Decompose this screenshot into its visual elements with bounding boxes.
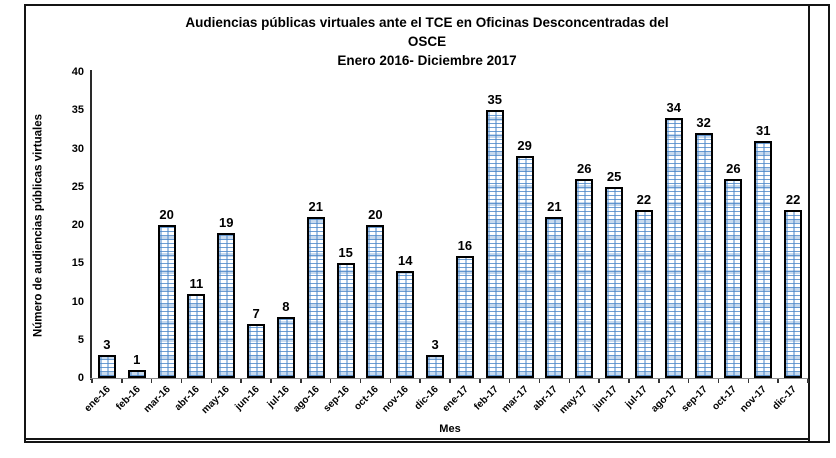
x-axis-tick	[598, 379, 600, 383]
bar-dic-17	[784, 209, 803, 378]
x-axis-tick	[628, 379, 630, 383]
x-axis-tick	[300, 379, 302, 383]
y-tick-label: 30	[71, 142, 84, 155]
bar-jun-17	[605, 186, 624, 378]
bar-ene-17	[455, 255, 474, 378]
bar-value-label: 15	[338, 245, 353, 261]
y-tick-label: 25	[71, 180, 84, 193]
x-axis-tick	[419, 379, 421, 383]
x-axis-tick	[687, 379, 690, 383]
x-axis-tick	[240, 379, 242, 383]
y-tick-label: 40	[71, 66, 84, 78]
x-axis-tick	[479, 379, 481, 383]
bar-may-16	[217, 232, 236, 378]
bar-sep-17	[694, 133, 713, 378]
x-axis-tick	[717, 379, 720, 383]
bar-value-label: 35	[487, 92, 502, 108]
bar-ago-17	[664, 117, 683, 378]
x-axis-tick	[658, 379, 660, 383]
bar-sep-16	[336, 263, 355, 378]
x-axis-tick	[180, 379, 183, 383]
bar-mar-16	[157, 225, 176, 378]
x-axis-tick	[449, 379, 451, 383]
bar-mar-17	[515, 156, 534, 378]
bar-value-label: 1	[133, 352, 141, 368]
y-tick-label: 5	[77, 333, 84, 346]
bar-jul-17	[634, 209, 653, 378]
x-axis-line	[90, 378, 808, 379]
bar-value-label: 16	[457, 237, 473, 253]
bar-may-17	[575, 179, 594, 378]
x-axis-tick	[538, 379, 541, 383]
x-axis-tick	[389, 379, 392, 383]
x-axis-tick	[210, 379, 213, 383]
bar-value-label: 26	[577, 161, 592, 177]
bar-value-label: 8	[282, 298, 290, 314]
bar-ago-16	[306, 217, 325, 378]
x-axis-tick	[91, 379, 93, 383]
x-axis-tick	[777, 379, 779, 383]
bar-abr-17	[545, 217, 564, 378]
bar-abr-16	[187, 293, 206, 378]
bar-value-label: 7	[252, 306, 260, 322]
bar-value-label: 11	[189, 275, 204, 291]
x-axis-tick	[270, 379, 272, 383]
bar-ene-16	[97, 355, 116, 378]
bar-nov-16	[396, 270, 415, 378]
y-tick-label: 15	[71, 257, 84, 270]
bar-feb-17	[485, 110, 504, 378]
bar-value-label: 34	[666, 99, 681, 115]
x-axis-title: Mes	[439, 423, 461, 435]
bar-value-label: 14	[398, 252, 413, 268]
x-axis-tick	[359, 379, 362, 383]
chart-inner-bottom-border	[24, 438, 810, 440]
bar-value-label: 25	[606, 168, 622, 184]
bar-value-label: 22	[785, 191, 801, 207]
bar-value-label: 21	[547, 199, 562, 215]
y-tick-label: 0	[77, 372, 84, 384]
bar-nov-17	[754, 140, 773, 378]
chart-title-line-2: OSCE	[407, 34, 447, 49]
bar-value-label: 26	[726, 161, 741, 177]
bar-value-label: 32	[696, 115, 711, 131]
x-axis-tick	[150, 379, 153, 383]
chart-title-line-1: Audiencias públicas virtuales ante el TC…	[185, 15, 669, 30]
y-tick-label: 35	[71, 104, 84, 117]
bar-value-label: 3	[103, 337, 111, 353]
chart-inner-right-border	[808, 4, 810, 443]
x-axis-tick	[121, 379, 123, 383]
bar-oct-16	[366, 225, 385, 378]
bar-dic-16	[426, 355, 445, 378]
y-tick-label: 20	[71, 219, 84, 231]
bar-jun-16	[247, 324, 266, 378]
chart-title-block: Audiencias públicas virtuales ante el TC…	[40, 13, 814, 70]
bar-value-label: 22	[636, 191, 652, 207]
x-axis-tick	[747, 379, 750, 383]
y-tick-label: 10	[71, 295, 84, 308]
x-axis-tick	[508, 379, 511, 383]
y-axis-line	[90, 70, 92, 380]
chart-subtitle: Enero 2016- Diciembre 2017	[337, 53, 517, 68]
bar-value-label: 19	[219, 214, 234, 230]
x-axis-tick	[807, 379, 809, 383]
x-axis-tick	[568, 379, 571, 383]
bar-jul-16	[276, 316, 295, 378]
bar-oct-17	[724, 179, 743, 378]
bar-value-label: 21	[308, 199, 323, 215]
bar-value-label: 31	[756, 122, 771, 138]
bar-value-label: 20	[159, 207, 174, 222]
x-axis-tick	[329, 379, 332, 383]
bar-value-label: 3	[431, 337, 439, 353]
bar-value-label: 20	[368, 207, 383, 222]
bar-value-label: 29	[517, 138, 532, 154]
bar-feb-16	[127, 370, 146, 378]
